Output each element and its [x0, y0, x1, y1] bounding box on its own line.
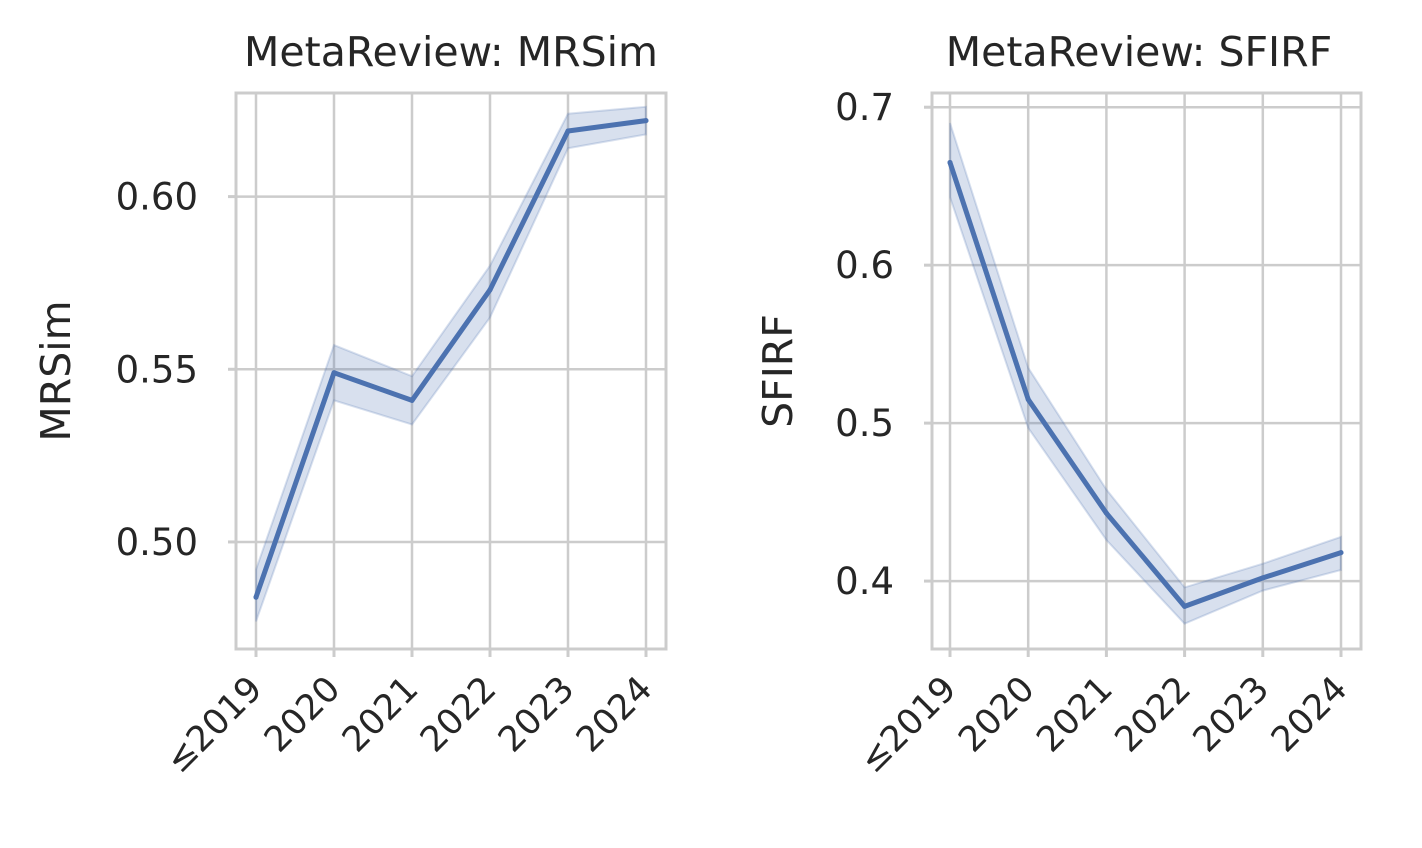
y-tick-label: 0.60: [116, 176, 198, 219]
x-tick-label: 2021: [1029, 669, 1120, 760]
data-point: [331, 370, 337, 376]
y-tick-label: 0.4: [835, 560, 894, 603]
x-tick-label: 2024: [569, 669, 660, 760]
x-tick-label: 2022: [1108, 669, 1199, 760]
data-point: [409, 397, 415, 403]
x-tick-label: 2020: [951, 669, 1042, 760]
y-tick-label: 0.55: [116, 348, 198, 391]
x-tick-label: 2023: [1186, 669, 1277, 760]
y-tick-label: 0.7: [835, 86, 894, 129]
axes-frame: [930, 91, 1363, 651]
x-tick-label: 2023: [491, 669, 582, 760]
confidence-band: [949, 122, 1342, 625]
x-tick-label: 2020: [257, 669, 348, 760]
series-line: [253, 118, 649, 600]
data-point: [253, 594, 259, 600]
data-point: [487, 287, 493, 293]
y-axis-label: MRSim: [32, 300, 80, 441]
x-tick-label: 2024: [1264, 669, 1355, 760]
data-point: [643, 118, 649, 124]
y-axis-label: SFIRF: [754, 314, 802, 428]
data-point: [1182, 603, 1188, 609]
x-tick-label: ≤2019: [852, 669, 964, 781]
chart-title: MetaReview: SFIRF: [946, 28, 1332, 76]
y-tick-label: 0.6: [835, 244, 894, 287]
data-point: [947, 160, 953, 165]
data-point: [1103, 510, 1109, 516]
y-tick-label: 0.50: [116, 521, 198, 564]
data-point: [1260, 575, 1266, 581]
data-point: [1025, 396, 1031, 402]
x-tick-label: ≤2019: [158, 669, 270, 781]
data-point: [565, 128, 571, 134]
chart-title: MetaReview: MRSim: [244, 28, 658, 76]
axes-frame: [234, 91, 668, 651]
data-point: [1338, 550, 1344, 556]
confidence-band: [255, 105, 647, 622]
x-tick-label: 2022: [413, 669, 504, 760]
y-tick-label: 0.5: [835, 402, 894, 445]
x-tick-label: 2021: [335, 669, 426, 760]
series-line: [947, 160, 1344, 609]
